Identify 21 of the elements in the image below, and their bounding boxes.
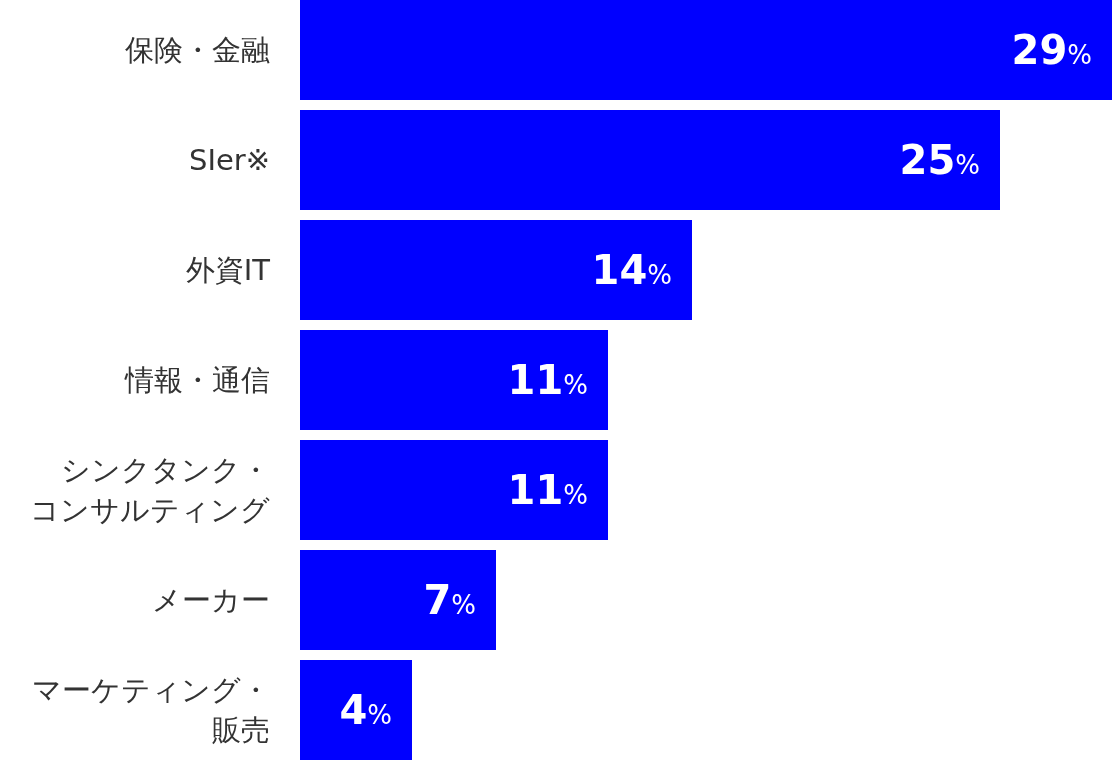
- data-label: 29%: [1011, 27, 1092, 73]
- y-tick-label: マーケティング・販売: [32, 673, 270, 747]
- bar: [300, 440, 608, 540]
- bar: [300, 550, 496, 650]
- data-label: 11%: [507, 467, 588, 513]
- data-label: 7%: [423, 577, 476, 623]
- bar: [300, 660, 412, 760]
- data-label: 14%: [591, 247, 672, 293]
- y-tick-label: シンクタンク・コンサルティング: [30, 453, 270, 527]
- data-label: 4%: [339, 687, 392, 733]
- y-tick-label: 情報・通信: [124, 363, 270, 397]
- y-tick-label: メーカー: [152, 583, 270, 617]
- y-tick-label: 外資IT: [185, 253, 271, 287]
- bar: [300, 220, 692, 320]
- bar: [300, 330, 608, 430]
- bar: [300, 0, 1112, 100]
- data-label: 11%: [507, 357, 588, 403]
- y-tick-label: SIer※: [188, 143, 270, 177]
- y-tick-label: 保険・金融: [125, 33, 270, 67]
- bar: [300, 110, 1000, 210]
- data-label: 25%: [899, 137, 980, 183]
